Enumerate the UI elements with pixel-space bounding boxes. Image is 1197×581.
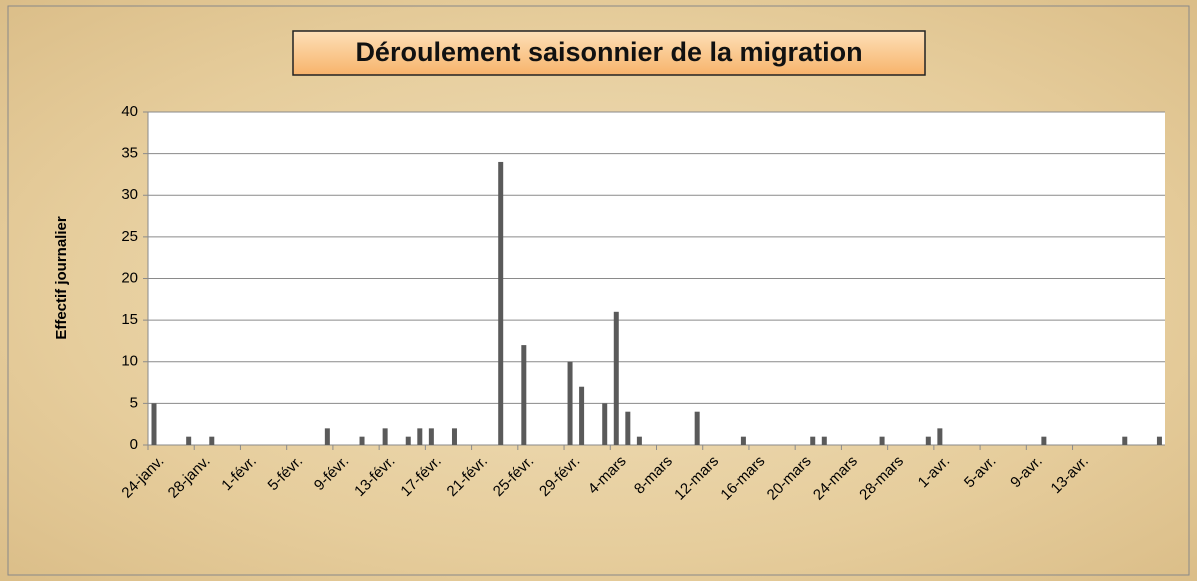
y-tick-label: 40	[121, 103, 138, 120]
chart-title: Déroulement saisonnier de la migration	[355, 37, 862, 67]
bar	[428, 428, 434, 445]
bar	[579, 386, 585, 445]
bar	[405, 436, 411, 445]
y-tick-label: 10	[121, 353, 138, 370]
bar	[151, 403, 157, 445]
y-tick-label: 0	[130, 436, 138, 453]
bar	[925, 436, 931, 445]
chart-border	[7, 5, 1190, 576]
bar	[209, 436, 215, 445]
bar	[1156, 436, 1162, 445]
y-tick-label: 30	[121, 186, 138, 203]
y-tick-label: 35	[121, 145, 138, 162]
bar	[740, 436, 746, 445]
bar	[451, 428, 457, 445]
y-tick-label: 5	[130, 394, 138, 411]
bar	[359, 436, 365, 445]
y-tick-label: 15	[121, 311, 138, 328]
bar	[602, 403, 608, 445]
bar	[937, 428, 943, 445]
bar	[1041, 436, 1047, 445]
title-box	[292, 30, 926, 76]
bar	[417, 428, 423, 445]
y-axis-label: Effectif journalier	[53, 216, 70, 340]
bar	[694, 411, 700, 445]
bar	[810, 436, 816, 445]
bar	[1122, 436, 1128, 445]
bar	[521, 345, 527, 445]
y-tick-label: 25	[121, 228, 138, 245]
bar	[324, 428, 330, 445]
bar	[186, 436, 192, 445]
bar	[382, 428, 388, 445]
bar	[613, 311, 619, 445]
bar	[625, 411, 631, 445]
bar	[821, 436, 827, 445]
bar	[879, 436, 885, 445]
y-tick-label: 20	[121, 269, 138, 286]
bar	[636, 436, 642, 445]
bar	[567, 361, 573, 445]
bar	[498, 161, 504, 445]
